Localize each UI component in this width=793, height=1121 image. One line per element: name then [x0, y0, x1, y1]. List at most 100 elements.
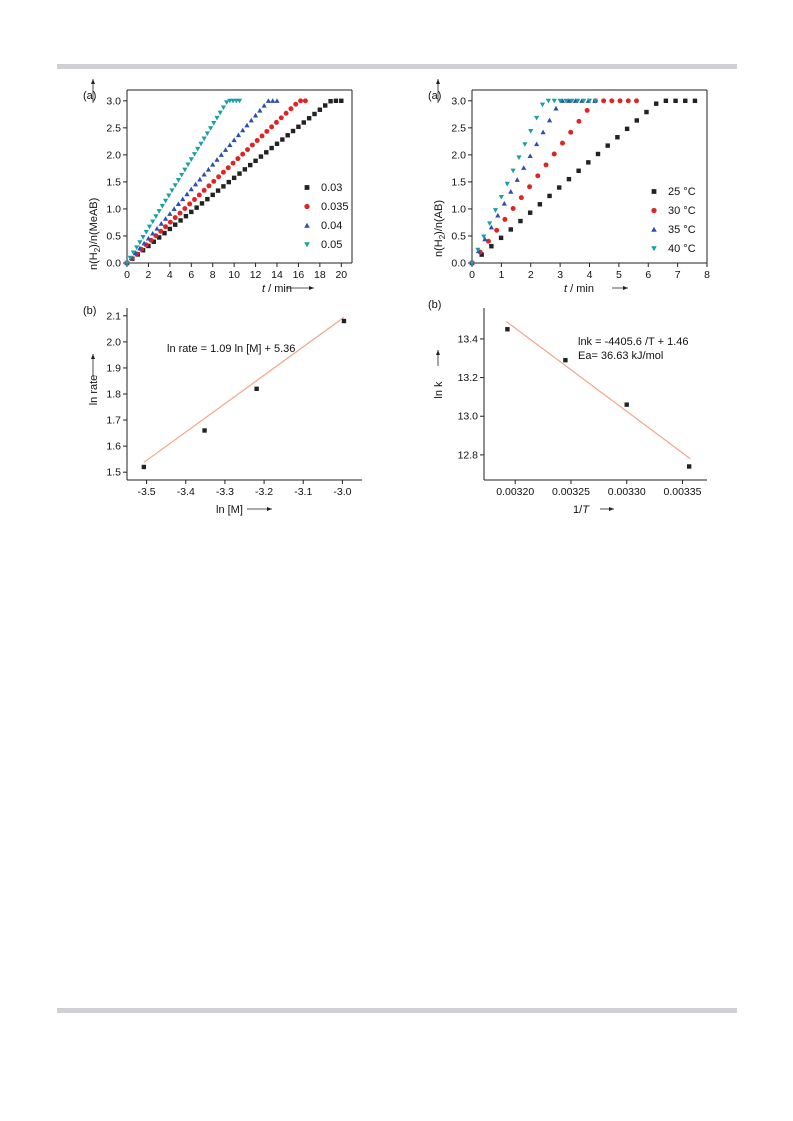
legend-label: 0.03	[321, 182, 342, 194]
data-point-0-04	[218, 152, 224, 157]
data-point-0-03	[323, 103, 328, 108]
data-point	[202, 428, 207, 433]
data-point-0-05	[185, 162, 191, 168]
data-point-25--C	[527, 210, 533, 215]
data-point-0-04	[184, 191, 190, 197]
data-point-0-04	[231, 137, 237, 143]
data-point-30--C	[568, 129, 574, 135]
data-point-30--C	[527, 184, 533, 190]
x-tick-label: 6	[645, 269, 651, 281]
data-point-35--C	[521, 165, 527, 170]
data-point-0-035	[293, 101, 299, 107]
x-tick-label: -3.4	[177, 486, 195, 498]
data-point-0-04	[132, 250, 139, 256]
legend-marker	[304, 185, 310, 190]
axis-arrow-head	[623, 286, 628, 290]
data-point-0-03	[312, 111, 317, 117]
data-point-40--C	[563, 98, 569, 104]
data-point-0-03	[162, 230, 167, 236]
svg-text:n(H2)/n(MeAB): n(H2)/n(MeAB)	[88, 198, 102, 270]
data-point-30--C	[543, 162, 549, 168]
x-tick-label: 8	[704, 269, 710, 281]
data-point-0-03	[280, 137, 285, 142]
data-point-0-05	[220, 105, 227, 111]
data-point-25--C	[576, 168, 581, 173]
y-tick-label: 1.7	[106, 415, 121, 427]
data-point-35--C	[495, 212, 501, 218]
data-point-0-05	[162, 198, 169, 204]
data-point-35--C	[572, 98, 578, 103]
y-tick-label: 2.0	[451, 149, 466, 161]
data-point-30--C	[510, 206, 516, 211]
data-point-40--C	[569, 98, 575, 104]
data-point-0-035	[288, 106, 294, 112]
data-point-0-04	[175, 201, 182, 207]
data-point-0-05	[153, 214, 159, 219]
x-tick-label: -3.3	[216, 486, 234, 498]
data-point	[254, 386, 259, 391]
data-point-0-04	[252, 112, 259, 118]
data-point-0-03	[306, 116, 312, 121]
data-point-30--C	[625, 98, 631, 104]
data-point-25--C	[479, 252, 484, 257]
data-point-0-05	[198, 141, 204, 147]
legend-label: 35 °C	[668, 224, 696, 236]
data-point-30--C	[601, 98, 607, 104]
data-point-30--C	[576, 118, 582, 124]
data-point-0-03	[339, 98, 344, 104]
data-point-40--C	[545, 98, 551, 104]
legend-label: 0.035	[321, 201, 349, 213]
x-tick-label: 8	[210, 269, 216, 281]
panel-letter: (b)	[428, 299, 441, 311]
y-tick-label: 1.8	[106, 389, 121, 401]
data-point-0-03	[301, 120, 306, 125]
data-point-30--C	[535, 173, 541, 179]
data-point-0-04	[248, 117, 254, 123]
data-point-25--C	[605, 143, 610, 148]
data-point-0-035	[163, 224, 169, 230]
data-point-0-03	[317, 107, 323, 112]
legend-label: 0.05	[321, 239, 342, 251]
data-point	[624, 402, 629, 407]
data-point-35--C	[488, 224, 494, 230]
fit-line	[505, 321, 691, 460]
data-point-25--C	[595, 151, 601, 157]
data-point-0-04	[222, 147, 229, 152]
data-point-0-05	[214, 115, 220, 121]
x-tick-label: 10	[228, 269, 240, 281]
data-point-0-05	[182, 167, 188, 173]
legend-marker	[651, 207, 657, 214]
axis-arrow-head	[309, 286, 314, 290]
data-point-0-05	[156, 209, 162, 214]
y-axis-label: n(H2)/n(AB)	[433, 200, 447, 257]
y-tick-label: 1.5	[106, 467, 121, 479]
data-point-0-05	[134, 245, 140, 251]
data-point-0-05	[188, 157, 194, 162]
data-point-35--C	[508, 189, 514, 194]
data-point-0-05	[124, 260, 130, 266]
data-point-30--C	[502, 216, 508, 222]
y-tick-label: 2.0	[106, 149, 121, 161]
data-point-0-03	[178, 218, 183, 223]
data-point-25--C	[489, 244, 494, 249]
x-tick-label: 16	[293, 269, 305, 281]
legend-marker	[651, 246, 657, 252]
y-tick-label: 13.4	[458, 333, 479, 345]
data-point-0-035	[192, 197, 197, 202]
data-point-30--C	[551, 151, 557, 157]
data-point-0-03	[248, 162, 253, 168]
fit-equation: ln rate = 1.09 ln [M] + 5.36	[167, 343, 295, 355]
data-point-40--C	[592, 98, 598, 104]
x-tick-label: 0.00320	[496, 486, 534, 498]
data-point-25--C	[547, 193, 552, 199]
data-point-35--C	[527, 153, 533, 159]
data-point-0-03	[328, 99, 333, 104]
legend-marker	[304, 242, 310, 248]
x-tick-label: 12	[250, 269, 262, 281]
data-point-0-03	[242, 167, 248, 172]
chart-ln-rate-vs-ln-m: (b) ln rate ln [M] -3.5 -3.4 -3.3 -3.2 -3.1 -…	[83, 305, 362, 516]
data-point-0-03	[274, 141, 280, 147]
y-tick-label: 1.0	[451, 203, 466, 215]
x-tick-label: 0.00325	[552, 486, 590, 498]
panel-letter: (b)	[83, 305, 96, 317]
